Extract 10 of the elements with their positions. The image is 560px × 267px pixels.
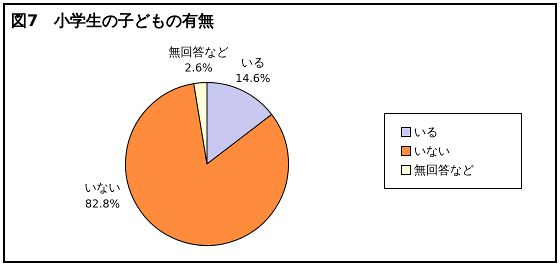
chart-title: 図7 小学生の子どもの有無	[11, 11, 214, 32]
data-label: 14.6%	[235, 72, 270, 86]
slice-label: いない	[84, 180, 120, 195]
slice-label: 無回答など	[168, 44, 229, 59]
slice-label: いる	[240, 55, 265, 70]
legend-label: いる	[414, 125, 438, 139]
data-label: 82.8%	[84, 197, 120, 210]
legend-label: いない	[414, 144, 450, 158]
data-label: 2.6%	[184, 62, 213, 75]
legend-label: 無回答など	[414, 163, 474, 177]
